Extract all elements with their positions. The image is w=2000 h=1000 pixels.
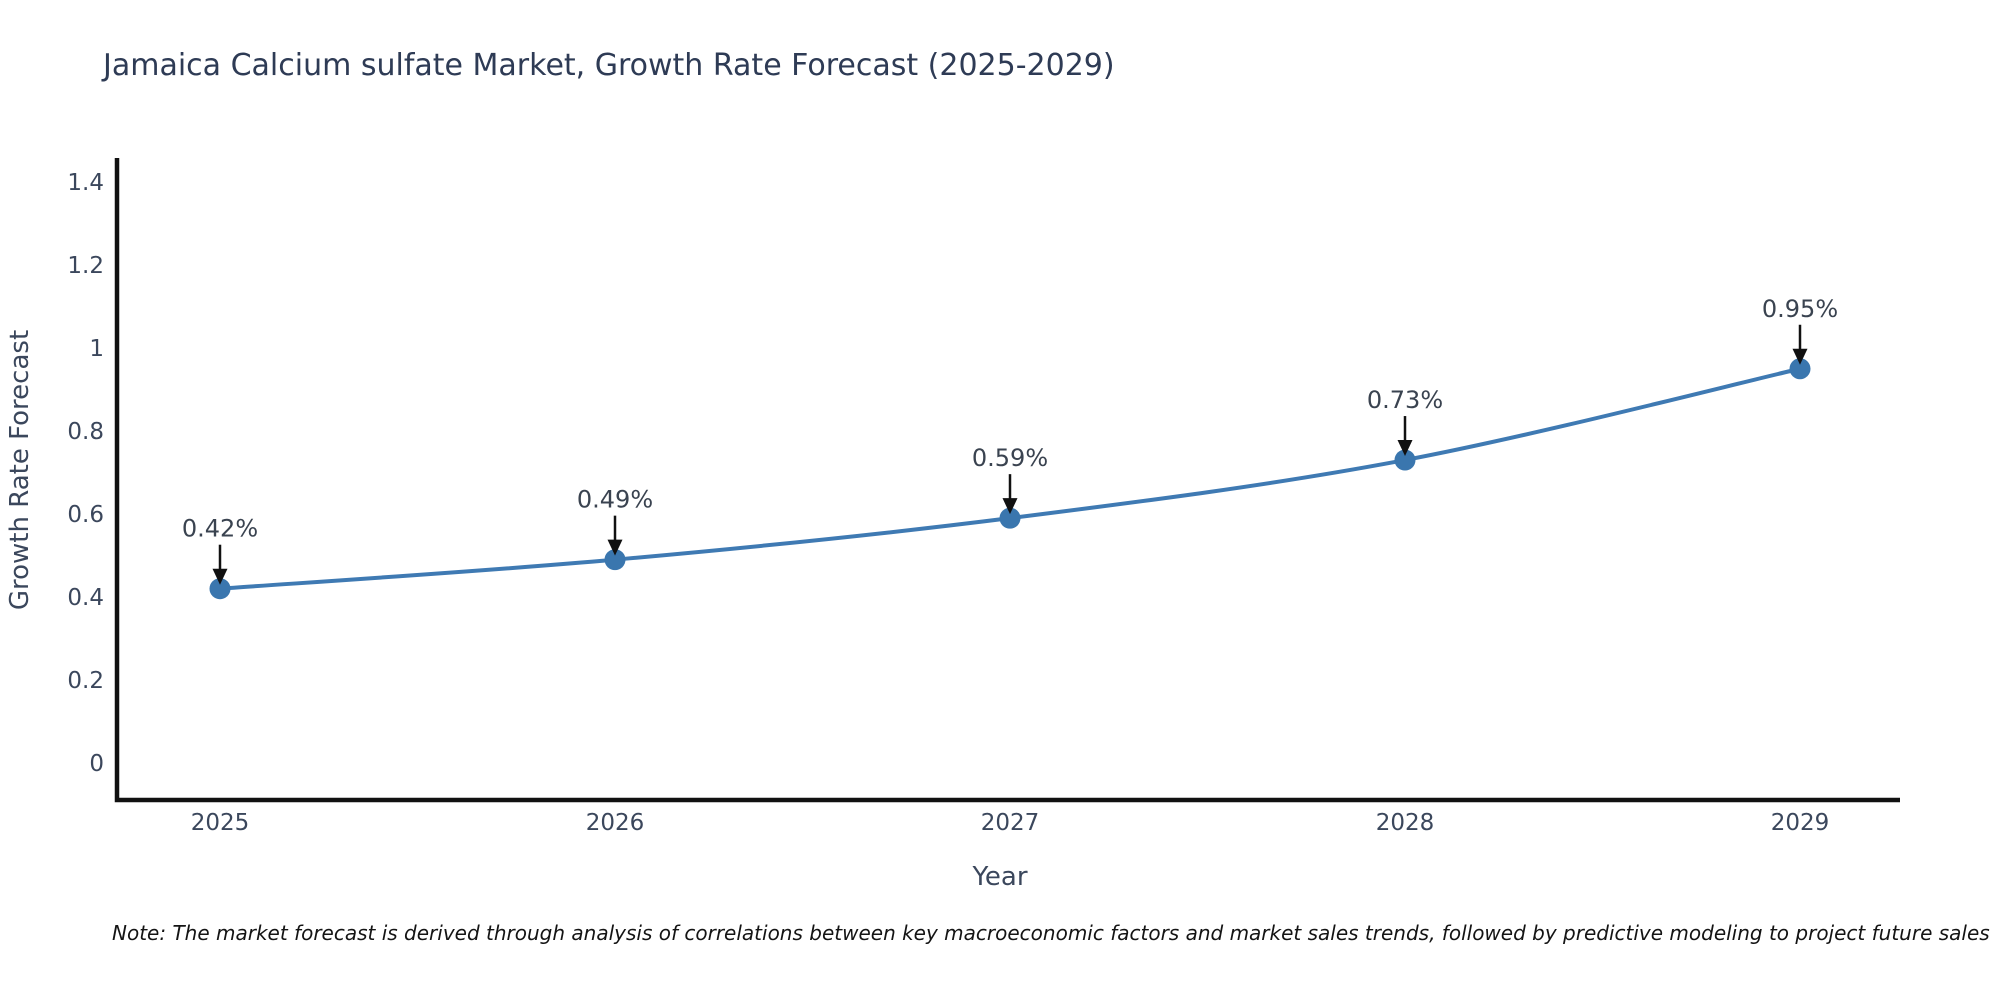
y-tick-label: 0 (89, 751, 104, 777)
y-tick-label: 1.4 (67, 170, 104, 196)
data-point (1789, 358, 1811, 380)
x-tick-label: 2026 (586, 810, 645, 836)
data-point (999, 507, 1021, 529)
y-tick-label: 0.8 (67, 419, 104, 445)
x-tick-label: 2028 (1376, 810, 1435, 836)
point-value-label: 0.59% (972, 444, 1048, 472)
annotation-arrow-head (1002, 498, 1018, 515)
point-value-label: 0.42% (182, 515, 258, 543)
annotation-arrow-head (1397, 440, 1413, 457)
annotation-arrow-head (607, 539, 623, 556)
x-tick-label: 2029 (1771, 810, 1830, 836)
annotation-arrow-head (212, 568, 228, 585)
point-value-label: 0.95% (1762, 295, 1838, 323)
y-tick-label: 0.6 (67, 502, 104, 528)
data-point (1394, 449, 1416, 471)
axis-spines (114, 158, 1900, 803)
y-tick-label: 0.2 (67, 668, 104, 694)
point-value-label: 0.49% (577, 486, 653, 514)
y-tick-label: 1 (89, 336, 104, 362)
data-point (209, 578, 231, 600)
point-value-label: 0.73% (1367, 386, 1443, 414)
annotation-arrow-head (1792, 348, 1808, 365)
y-tick-label: 0.4 (67, 585, 104, 611)
x-tick-label: 2027 (981, 810, 1040, 836)
chart-title: Jamaica Calcium sulfate Market, Growth R… (103, 48, 1115, 83)
x-tick-label: 2025 (191, 810, 250, 836)
footnote-text: Note: The market forecast is derived thr… (112, 921, 1990, 945)
y-axis-title: Growth Rate Forecast (5, 330, 35, 610)
plot-area: 0 0.2 0.4 0.6 0.8 1 1.2 1.4 2025 2026 2027 2028 2029… (67, 170, 1838, 836)
data-point (604, 549, 626, 571)
x-axis-title: Year (971, 862, 1027, 892)
y-tick-label: 1.2 (67, 253, 104, 279)
